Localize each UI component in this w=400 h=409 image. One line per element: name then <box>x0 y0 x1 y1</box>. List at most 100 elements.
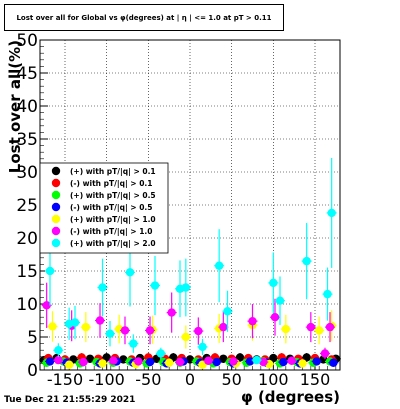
data-point <box>164 358 174 367</box>
y-tick-label: 10 <box>16 295 38 315</box>
data-point <box>102 353 111 362</box>
x-tick-label: -50 <box>135 370 161 389</box>
legend-marker <box>51 166 61 176</box>
chart-title-text: Lost over all for Global vs φ(degrees) a… <box>16 13 272 22</box>
data-point <box>245 357 255 366</box>
y-tick-label: 35 <box>16 130 38 150</box>
legend-entry: (+) with pT/|q| > 0.1 <box>70 167 156 177</box>
data-point <box>181 283 191 292</box>
data-point <box>95 316 105 325</box>
data-point <box>223 307 232 316</box>
y-tick-label: 25 <box>16 196 38 216</box>
data-point <box>323 289 332 299</box>
data-point <box>79 357 88 367</box>
data-point <box>312 357 321 366</box>
legend-entry: (+) with pT/|q| > 2.0 <box>70 239 156 249</box>
data-point <box>125 268 135 277</box>
data-point <box>45 357 55 366</box>
data-marks <box>39 157 341 369</box>
x-tick-label: 50 <box>221 370 241 389</box>
x-tick-label: -100 <box>89 370 125 389</box>
data-point <box>320 349 330 358</box>
y-tick-label: 20 <box>16 229 38 249</box>
data-point <box>302 353 311 362</box>
data-point <box>54 346 63 355</box>
data-point <box>120 326 130 335</box>
data-point <box>329 358 338 367</box>
data-point <box>270 313 280 322</box>
legend-entry: (-) with pT/|q| > 0.1 <box>70 179 152 189</box>
x-tick-label: -150 <box>47 370 83 389</box>
data-point <box>42 301 51 310</box>
data-point <box>275 296 285 305</box>
data-point <box>45 266 55 276</box>
data-point <box>302 256 311 266</box>
legend-entry: (+) with pT/|q| > 1.0 <box>70 215 156 225</box>
data-point <box>129 339 138 348</box>
legend-marker <box>51 202 61 212</box>
y-axis-label: Lost over all(%) <box>6 40 24 173</box>
data-point <box>314 326 324 335</box>
data-point <box>204 356 213 365</box>
x-tick-label: 150 <box>300 370 331 389</box>
legend-box <box>39 162 169 254</box>
data-point <box>269 278 278 288</box>
data-point <box>252 355 261 365</box>
series-5 <box>41 282 335 367</box>
data-point <box>150 281 160 290</box>
y-tick-label: 40 <box>16 97 38 117</box>
x-tick-label: 100 <box>258 370 289 389</box>
data-point <box>306 322 316 332</box>
data-point <box>198 342 207 352</box>
data-point <box>281 324 291 334</box>
legend: (+) with pT/|q| > 0.1 (-) with pT/|q| > 0… <box>39 162 169 254</box>
y-tick-label: 45 <box>16 64 38 84</box>
data-point <box>298 359 307 368</box>
data-point <box>109 356 118 365</box>
y-tick-label: 15 <box>16 262 38 282</box>
data-point <box>327 208 336 218</box>
data-point <box>325 322 335 332</box>
data-point <box>194 326 203 336</box>
legend-marker <box>51 238 61 248</box>
data-point <box>269 353 278 363</box>
data-point <box>235 353 245 362</box>
data-point <box>64 360 74 369</box>
chart-title: Lost over all for Global vs φ(degrees) a… <box>4 4 284 31</box>
data-point <box>85 354 95 363</box>
data-point <box>214 261 224 270</box>
data-point <box>145 326 155 335</box>
data-point <box>279 357 288 367</box>
data-point <box>105 329 115 338</box>
legend-entry: (+) with pT/|q| > 0.5 <box>70 191 156 201</box>
y-tick-label: 50 <box>16 31 38 51</box>
data-point <box>54 355 63 365</box>
data-point <box>181 332 191 342</box>
y-tick-label: 0 <box>27 361 38 381</box>
data-point <box>229 357 238 366</box>
timestamp: Tue Dec 21 21:55:29 2021 <box>4 395 136 405</box>
data-point <box>248 316 257 326</box>
x-axis-label: φ (degrees) <box>241 388 340 406</box>
y-tick-label: 5 <box>27 328 38 348</box>
data-point <box>70 318 80 327</box>
data-point <box>81 322 91 332</box>
data-point <box>219 322 228 332</box>
legend-entry: (-) with pT/|q| > 1.0 <box>70 227 152 237</box>
legend-marker <box>51 214 61 224</box>
y-tick-label: 30 <box>16 163 38 183</box>
data-point <box>98 359 107 368</box>
legend-marker <box>51 190 61 200</box>
data-point <box>175 357 185 367</box>
data-point <box>134 357 143 366</box>
legend-marker <box>51 226 61 236</box>
legend-entry: (-) with pT/|q| > 0.5 <box>70 203 152 213</box>
data-point <box>98 283 107 292</box>
data-point <box>145 357 155 367</box>
data-point <box>167 308 176 317</box>
data-point <box>156 349 166 358</box>
data-point <box>212 357 221 367</box>
data-point <box>48 322 57 331</box>
data-point <box>219 354 228 363</box>
